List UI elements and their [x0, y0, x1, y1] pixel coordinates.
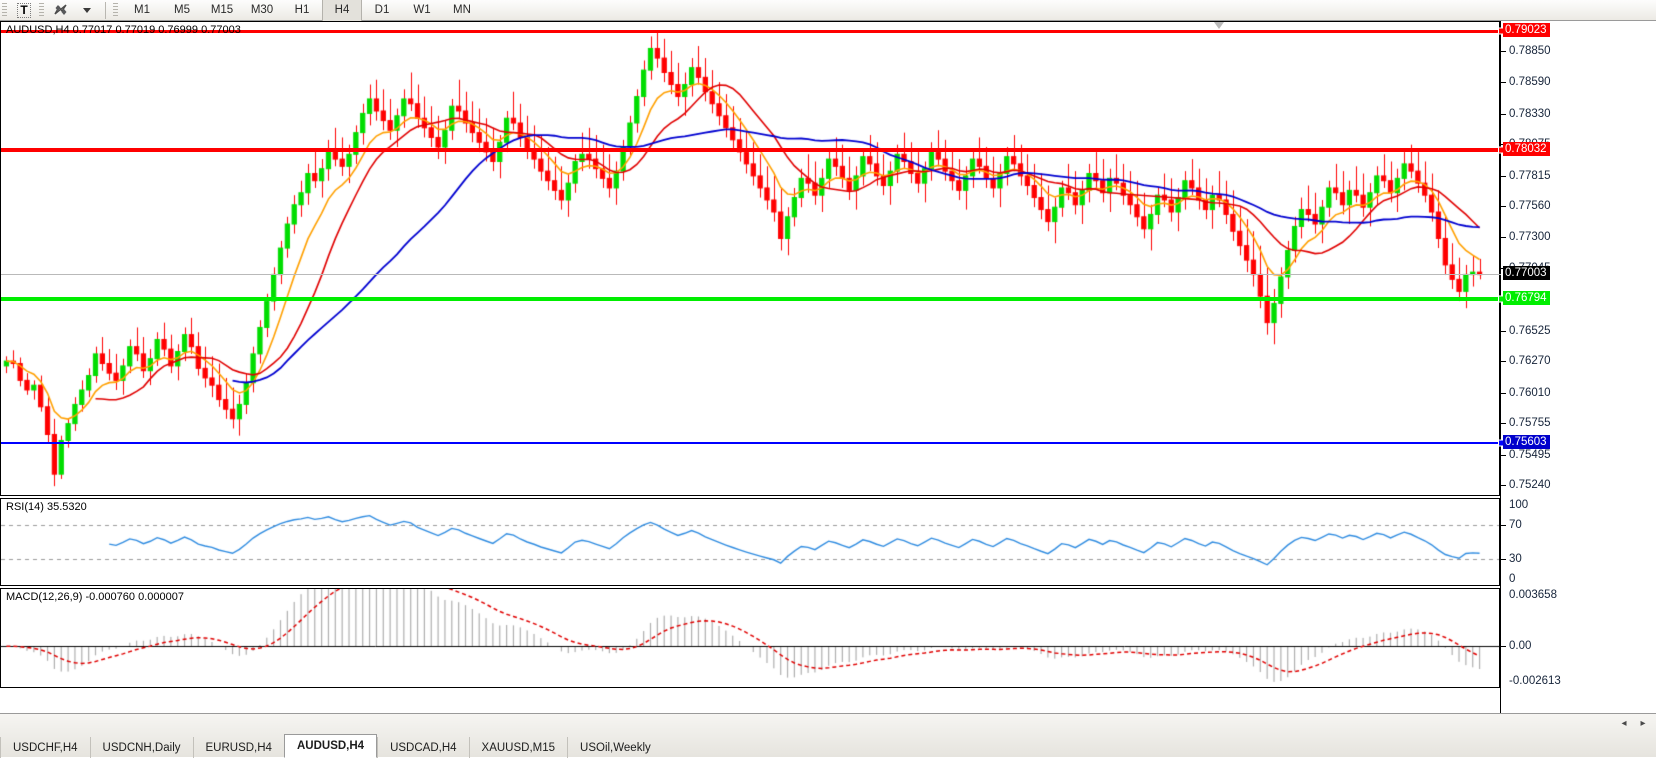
tab-scroll-arrows: ◂ ▸ — [1619, 718, 1648, 729]
chart-tab-eurusd-h4[interactable]: EURUSD,H4 — [192, 737, 284, 758]
timeframe-m1[interactable]: M1 — [134, 4, 150, 16]
macd-axis-label: 0.003658 — [1509, 589, 1557, 601]
price-tag-current-price: 0.77003 — [1503, 266, 1550, 281]
price-axis-label: 0.75240 — [1509, 479, 1551, 492]
price-axis-label: 0.78590 — [1509, 76, 1551, 89]
price-axis-tick — [1501, 113, 1506, 115]
chart-shift-marker[interactable] — [1214, 22, 1224, 29]
chart-tab-audusd-h4[interactable]: AUDUSD,H4 — [283, 734, 378, 758]
timeframe-group: M1 M5 M15 M30 H1 H4 D1 W1 MN — [122, 0, 482, 21]
price-pane[interactable]: AUDUSD,H4 0.77017 0.77019 0.76999 0.7700… — [0, 21, 1505, 496]
level-line-support-green[interactable] — [1, 295, 1505, 303]
rsi-pane[interactable]: RSI(14) 35.5320 — [0, 498, 1500, 586]
price-axis-label: 0.78850 — [1509, 45, 1551, 58]
timeframe-d1[interactable]: D1 — [374, 4, 390, 16]
macd-label: MACD(12,26,9) -0.000760 0.000007 — [6, 591, 184, 603]
toolbar-grip-1[interactable] — [2, 2, 7, 18]
chart-tab-usoil-weekly[interactable]: USOil,Weekly — [567, 737, 663, 758]
macd-pane[interactable]: MACD(12,26,9) -0.000760 0.000007 — [0, 588, 1500, 688]
price-axis-tick — [1501, 175, 1506, 177]
rsi-axis-label: 100 — [1509, 499, 1529, 511]
price-canvas[interactable] — [1, 22, 1499, 495]
chart-tab-xauusd-m15[interactable]: XAUUSD,M15 — [468, 737, 568, 758]
price-axis-label: 0.76270 — [1509, 355, 1551, 368]
price-axis-label: 0.76010 — [1509, 386, 1551, 399]
rsi-axis-tick — [1501, 524, 1506, 526]
price-axis-tick — [1501, 51, 1506, 53]
macd-axis-label: -0.002613 — [1509, 675, 1561, 687]
price-tag-support-blue: 0.75603 — [1503, 434, 1550, 449]
rsi-label: RSI(14) 35.5320 — [6, 501, 87, 513]
chart-tab-usdcad-h4[interactable]: USDCAD,H4 — [377, 737, 468, 758]
macd-axis-label: 0.00 — [1509, 640, 1532, 653]
timeframe-h4[interactable]: H4 — [322, 0, 362, 21]
toolbar-separator — [105, 1, 106, 19]
price-axis-tick — [1501, 392, 1506, 394]
chevron-down-icon — [83, 7, 91, 13]
timeframe-w1[interactable]: W1 — [413, 4, 431, 16]
price-axis-label: 0.77560 — [1509, 200, 1551, 213]
indicators-icon — [53, 3, 67, 15]
price-axis-tick — [1501, 423, 1506, 425]
price-axis-tick — [1501, 485, 1506, 487]
price-axis-label: 0.76525 — [1509, 324, 1551, 337]
text-tool-icon: T — [17, 2, 31, 18]
price-axis-tick — [1501, 206, 1506, 208]
timeframe-m30[interactable]: M30 — [250, 4, 274, 16]
price-axis[interactable]: 0.788500.785900.783300.780750.778150.775… — [1500, 21, 1656, 713]
rsi-axis-label: 0 — [1509, 573, 1516, 585]
indicators-button[interactable] — [48, 1, 74, 20]
price-tag-support-green: 0.76794 — [1503, 291, 1550, 306]
price-axis-tick — [1501, 454, 1506, 456]
toolbar-grip-2[interactable] — [39, 2, 44, 18]
timeframe-m15[interactable]: M15 — [210, 4, 234, 16]
chart-tabs: USDCHF,H4 USDCNH,Daily EURUSD,H4 AUDUSD,H4 U… — [0, 734, 663, 758]
chart-tab-usdchf-h4[interactable]: USDCHF,H4 — [0, 737, 90, 758]
price-tag-resistance-lower: 0.78032 — [1503, 142, 1550, 157]
timeframe-h1[interactable]: H1 — [294, 4, 310, 16]
toolbar-grip-3[interactable] — [113, 2, 118, 18]
rsi-axis-tick — [1501, 559, 1506, 561]
main-toolbar: T M1 M5 M15 M30 H1 H4 D1 W1 MN — [0, 0, 1656, 21]
price-axis-tick — [1501, 330, 1506, 332]
price-axis-tick — [1501, 82, 1506, 84]
price-axis-label: 0.75495 — [1509, 448, 1551, 461]
rsi-axis-label: 30 — [1509, 553, 1522, 566]
price-axis-label: 0.78330 — [1509, 107, 1551, 120]
macd-canvas[interactable] — [1, 589, 1499, 687]
chart-title: AUDUSD,H4 0.77017 0.77019 0.76999 0.7700… — [6, 24, 241, 36]
indicators-dropdown-button[interactable] — [74, 1, 100, 20]
price-tag-resistance-upper: 0.79023 — [1503, 23, 1550, 38]
timeframe-mn[interactable]: MN — [453, 4, 471, 16]
level-line-support-blue[interactable] — [1, 439, 1505, 447]
chart-area: AUDUSD,H4 0.77017 0.77019 0.76999 0.7700… — [0, 21, 1656, 734]
level-line-current-price[interactable] — [1, 273, 1501, 275]
chart-panes: AUDUSD,H4 0.77017 0.77019 0.76999 0.7700… — [0, 21, 1505, 713]
price-axis-label: 0.77815 — [1509, 169, 1551, 182]
scroll-right-icon[interactable]: ▸ — [1640, 718, 1646, 729]
price-axis-label: 0.77300 — [1509, 231, 1551, 244]
chart-tabbar: USDCHF,H4 USDCNH,Daily EURUSD,H4 AUDUSD,H4 U… — [0, 713, 1656, 758]
price-axis-tick — [1501, 237, 1506, 239]
macd-axis-tick — [1501, 646, 1506, 648]
level-line-resistance-lower[interactable] — [1, 146, 1505, 154]
timeframe-m5[interactable]: M5 — [174, 4, 190, 16]
price-axis-tick — [1501, 361, 1506, 363]
text-tool-button[interactable]: T — [11, 1, 37, 20]
scroll-left-icon[interactable]: ◂ — [1621, 718, 1627, 729]
rsi-canvas[interactable] — [1, 499, 1499, 585]
chart-tab-usdcnh-daily[interactable]: USDCNH,Daily — [89, 737, 193, 758]
rsi-axis-label: 70 — [1509, 518, 1522, 531]
price-axis-label: 0.75755 — [1509, 417, 1551, 430]
